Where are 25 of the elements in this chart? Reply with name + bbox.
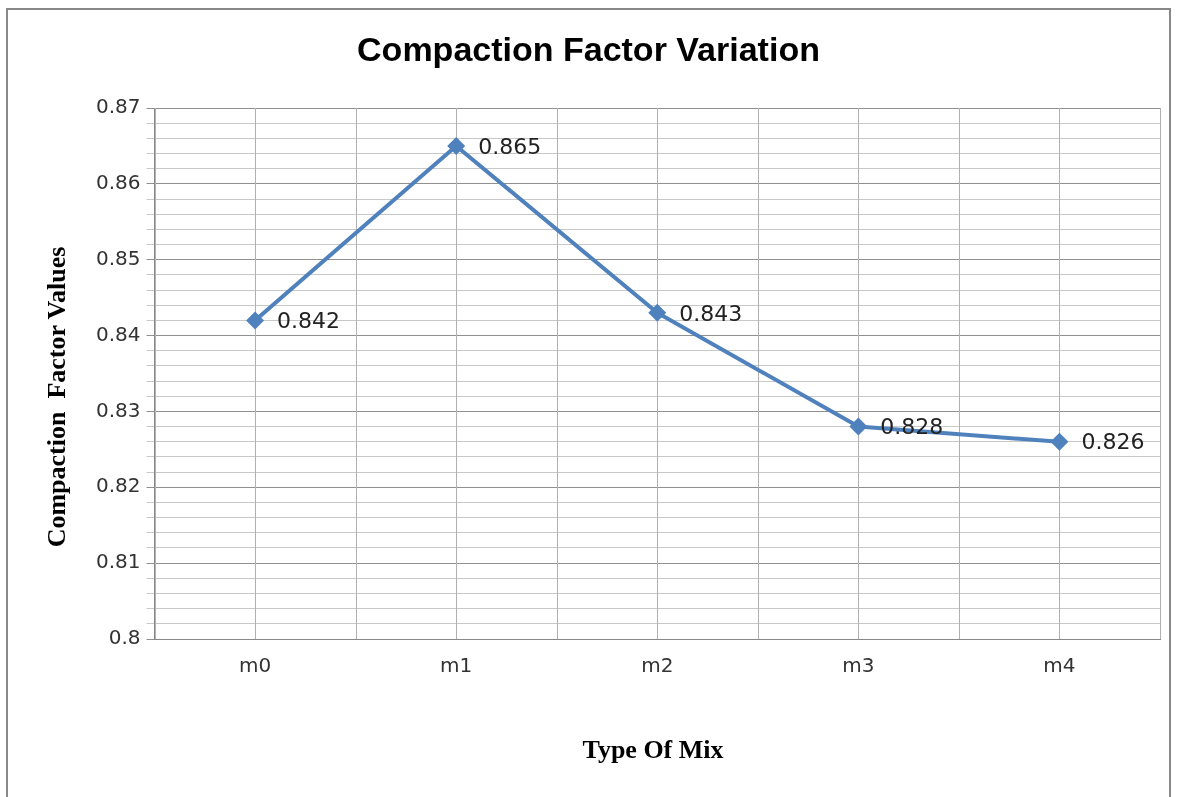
point <box>1050 432 1069 451</box>
y-tick-label: 0.8 <box>108 625 141 650</box>
x-tick-label: m0 <box>238 653 272 678</box>
y-tick-label: 0.82 <box>96 473 141 498</box>
data-label: 0.865 <box>478 133 542 159</box>
y-axis-title: Compaction Factor Values <box>42 246 72 548</box>
x-tick-label: m1 <box>440 653 473 678</box>
x-tick-label: m3 <box>842 653 875 678</box>
x-tick-label: m4 <box>1043 653 1076 678</box>
x-axis-title: Type Of Mix <box>581 735 725 765</box>
data-label: 0.843 <box>679 300 743 326</box>
y-tick-label: 0.86 <box>96 170 141 195</box>
point <box>246 311 265 330</box>
chart-title: Compaction Factor Variation <box>356 30 821 69</box>
data-label: 0.826 <box>1081 429 1145 455</box>
y-tick-label: 0.83 <box>96 397 141 422</box>
x-tick-label: m2 <box>641 653 674 678</box>
point <box>648 303 667 322</box>
data-label: 0.842 <box>277 308 341 334</box>
point <box>849 417 868 436</box>
point <box>447 136 466 155</box>
y-tick-label: 0.85 <box>96 245 141 270</box>
y-tick-label: 0.81 <box>96 549 141 574</box>
y-tick-label: 0.87 <box>96 94 141 119</box>
y-tick-label: 0.84 <box>96 321 141 346</box>
